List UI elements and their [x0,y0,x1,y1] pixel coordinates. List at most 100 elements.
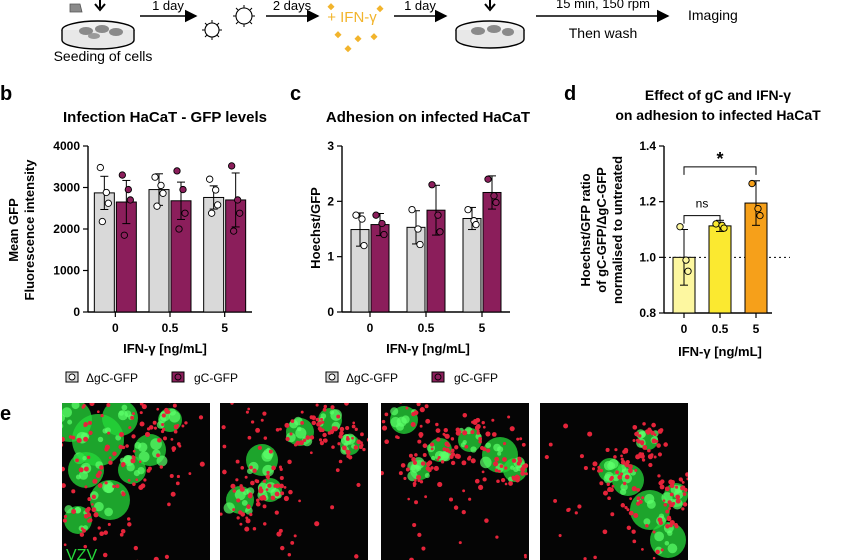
chart-c-ylabel: Hoechst/GFP [308,187,323,269]
data-point [236,209,244,217]
treatment-label: + IFN-γ [327,9,377,26]
step-4-label: 15 min, 150 rpm [556,0,650,11]
data-point [208,209,216,217]
micrograph-image [220,403,368,560]
data-point [179,185,187,194]
data-point [124,185,132,194]
cytokine-icon [327,3,384,53]
data-point [212,186,220,194]
significance-label: ns [696,197,709,211]
chart-d-ylabel-2: of gC-GFP/ΔgC-GFP [594,167,609,293]
data-point [228,162,236,170]
panel-letter-d: d [564,83,576,105]
chart-c-legend: ΔgC-GFP gC-GFP [325,371,498,385]
data-point [408,205,416,214]
seeding-label: Seeding of cells [54,48,153,64]
micrograph-image [62,403,210,560]
data-point [372,211,380,219]
chart-d-ylabel-1: Hoechst/GFP ratio [578,173,593,286]
data-point [234,196,242,204]
chart-b-legend: ΔgC-GFP gC-GFP [65,371,238,385]
y-tick-label: 1000 [53,264,80,278]
chart-panel-d: Effect of gC and IFN-γ on adhesion to in… [578,87,821,359]
data-point [126,196,134,204]
chart-b-ylabel-2: Fluorescence intensity [22,159,37,301]
data-point [712,220,720,228]
data-point [434,211,442,219]
significance-bracket: * [683,149,757,175]
legend-item-dgc: ΔgC-GFP [65,371,138,385]
data-point [157,181,165,190]
legend-item-gc: gC-GFP [171,371,238,385]
micrograph-row: VZV [62,403,688,560]
data-point [682,256,690,264]
virus-icon [202,5,255,40]
data-point [120,231,128,239]
micrograph-image [540,403,688,560]
data-point [414,225,422,233]
pipette-arrow-icon [94,0,106,12]
y-tick-label: 2000 [53,222,80,236]
x-tick-label: 0 [681,322,688,336]
step-2-label: 2 days [273,0,312,13]
data-point [472,220,480,229]
bar [482,191,502,313]
legend-label-gc: gC-GFP [194,371,238,385]
data-point [428,181,436,189]
x-tick-label: 5 [753,322,760,336]
bar [462,217,482,313]
legend-label-dgc-c: ΔgC-GFP [346,371,398,385]
data-point [756,211,764,220]
x-tick-label: 0 [112,321,119,335]
data-point [684,267,692,275]
step-3-label: 1 day [404,0,436,13]
x-tick-label: 5 [479,321,486,335]
y-tick-label: 4000 [53,139,80,153]
step-1-label: 1 day [152,0,184,13]
y-tick-label: 2 [327,194,334,208]
workflow-strip: Seeding of cells 1 day 2 days + IFN-γ [54,0,738,64]
data-point [159,189,167,197]
x-tick-label: 0.5 [162,321,179,335]
y-tick-label: 3 [327,139,334,153]
data-point [98,217,106,226]
data-point [490,192,498,200]
data-point [720,224,728,232]
data-point [754,204,762,213]
chart-panel-b: Infection HaCaT - GFP levels Mean GFP Fl… [6,109,267,385]
data-point [104,199,112,207]
chart-d-xlabel: IFN-γ [ng/mL] [678,344,762,359]
x-tick-label: 0 [367,321,374,335]
y-tick-label: 3000 [53,181,80,195]
data-point [214,201,222,209]
y-tick-label: 1.0 [639,250,656,264]
data-point [352,211,360,219]
data-point [175,225,183,233]
data-point [118,171,126,179]
data-point [151,173,159,181]
y-tick-label: 0 [327,305,334,319]
x-tick-label: 5 [221,321,228,335]
petri-dish-icon-2 [455,0,525,49]
data-point [181,209,189,217]
data-point [102,188,110,197]
data-point [206,175,214,183]
data-point [173,167,181,175]
petri-dish-icon [61,3,135,50]
bar [370,224,390,313]
data-point [676,223,684,231]
vzv-label: VZV [66,547,97,560]
data-point [360,241,368,250]
y-tick-label: 1.4 [639,139,656,153]
legend-item-dgc-c: ΔgC-GFP [325,371,398,385]
bar [708,225,732,314]
chart-panel-c: Adhesion on infected HaCaT Hoechst/GFP I… [308,109,530,385]
x-tick-label: 0.5 [418,321,435,335]
legend-item-gc-c: gC-GFP [431,371,498,385]
chart-b-xlabel: IFN-γ [ng/mL] [123,341,207,356]
panel-letter-b: b [0,83,12,105]
panel-letter-c: c [290,83,301,105]
significance-label: * [716,149,723,169]
data-point [378,219,386,228]
